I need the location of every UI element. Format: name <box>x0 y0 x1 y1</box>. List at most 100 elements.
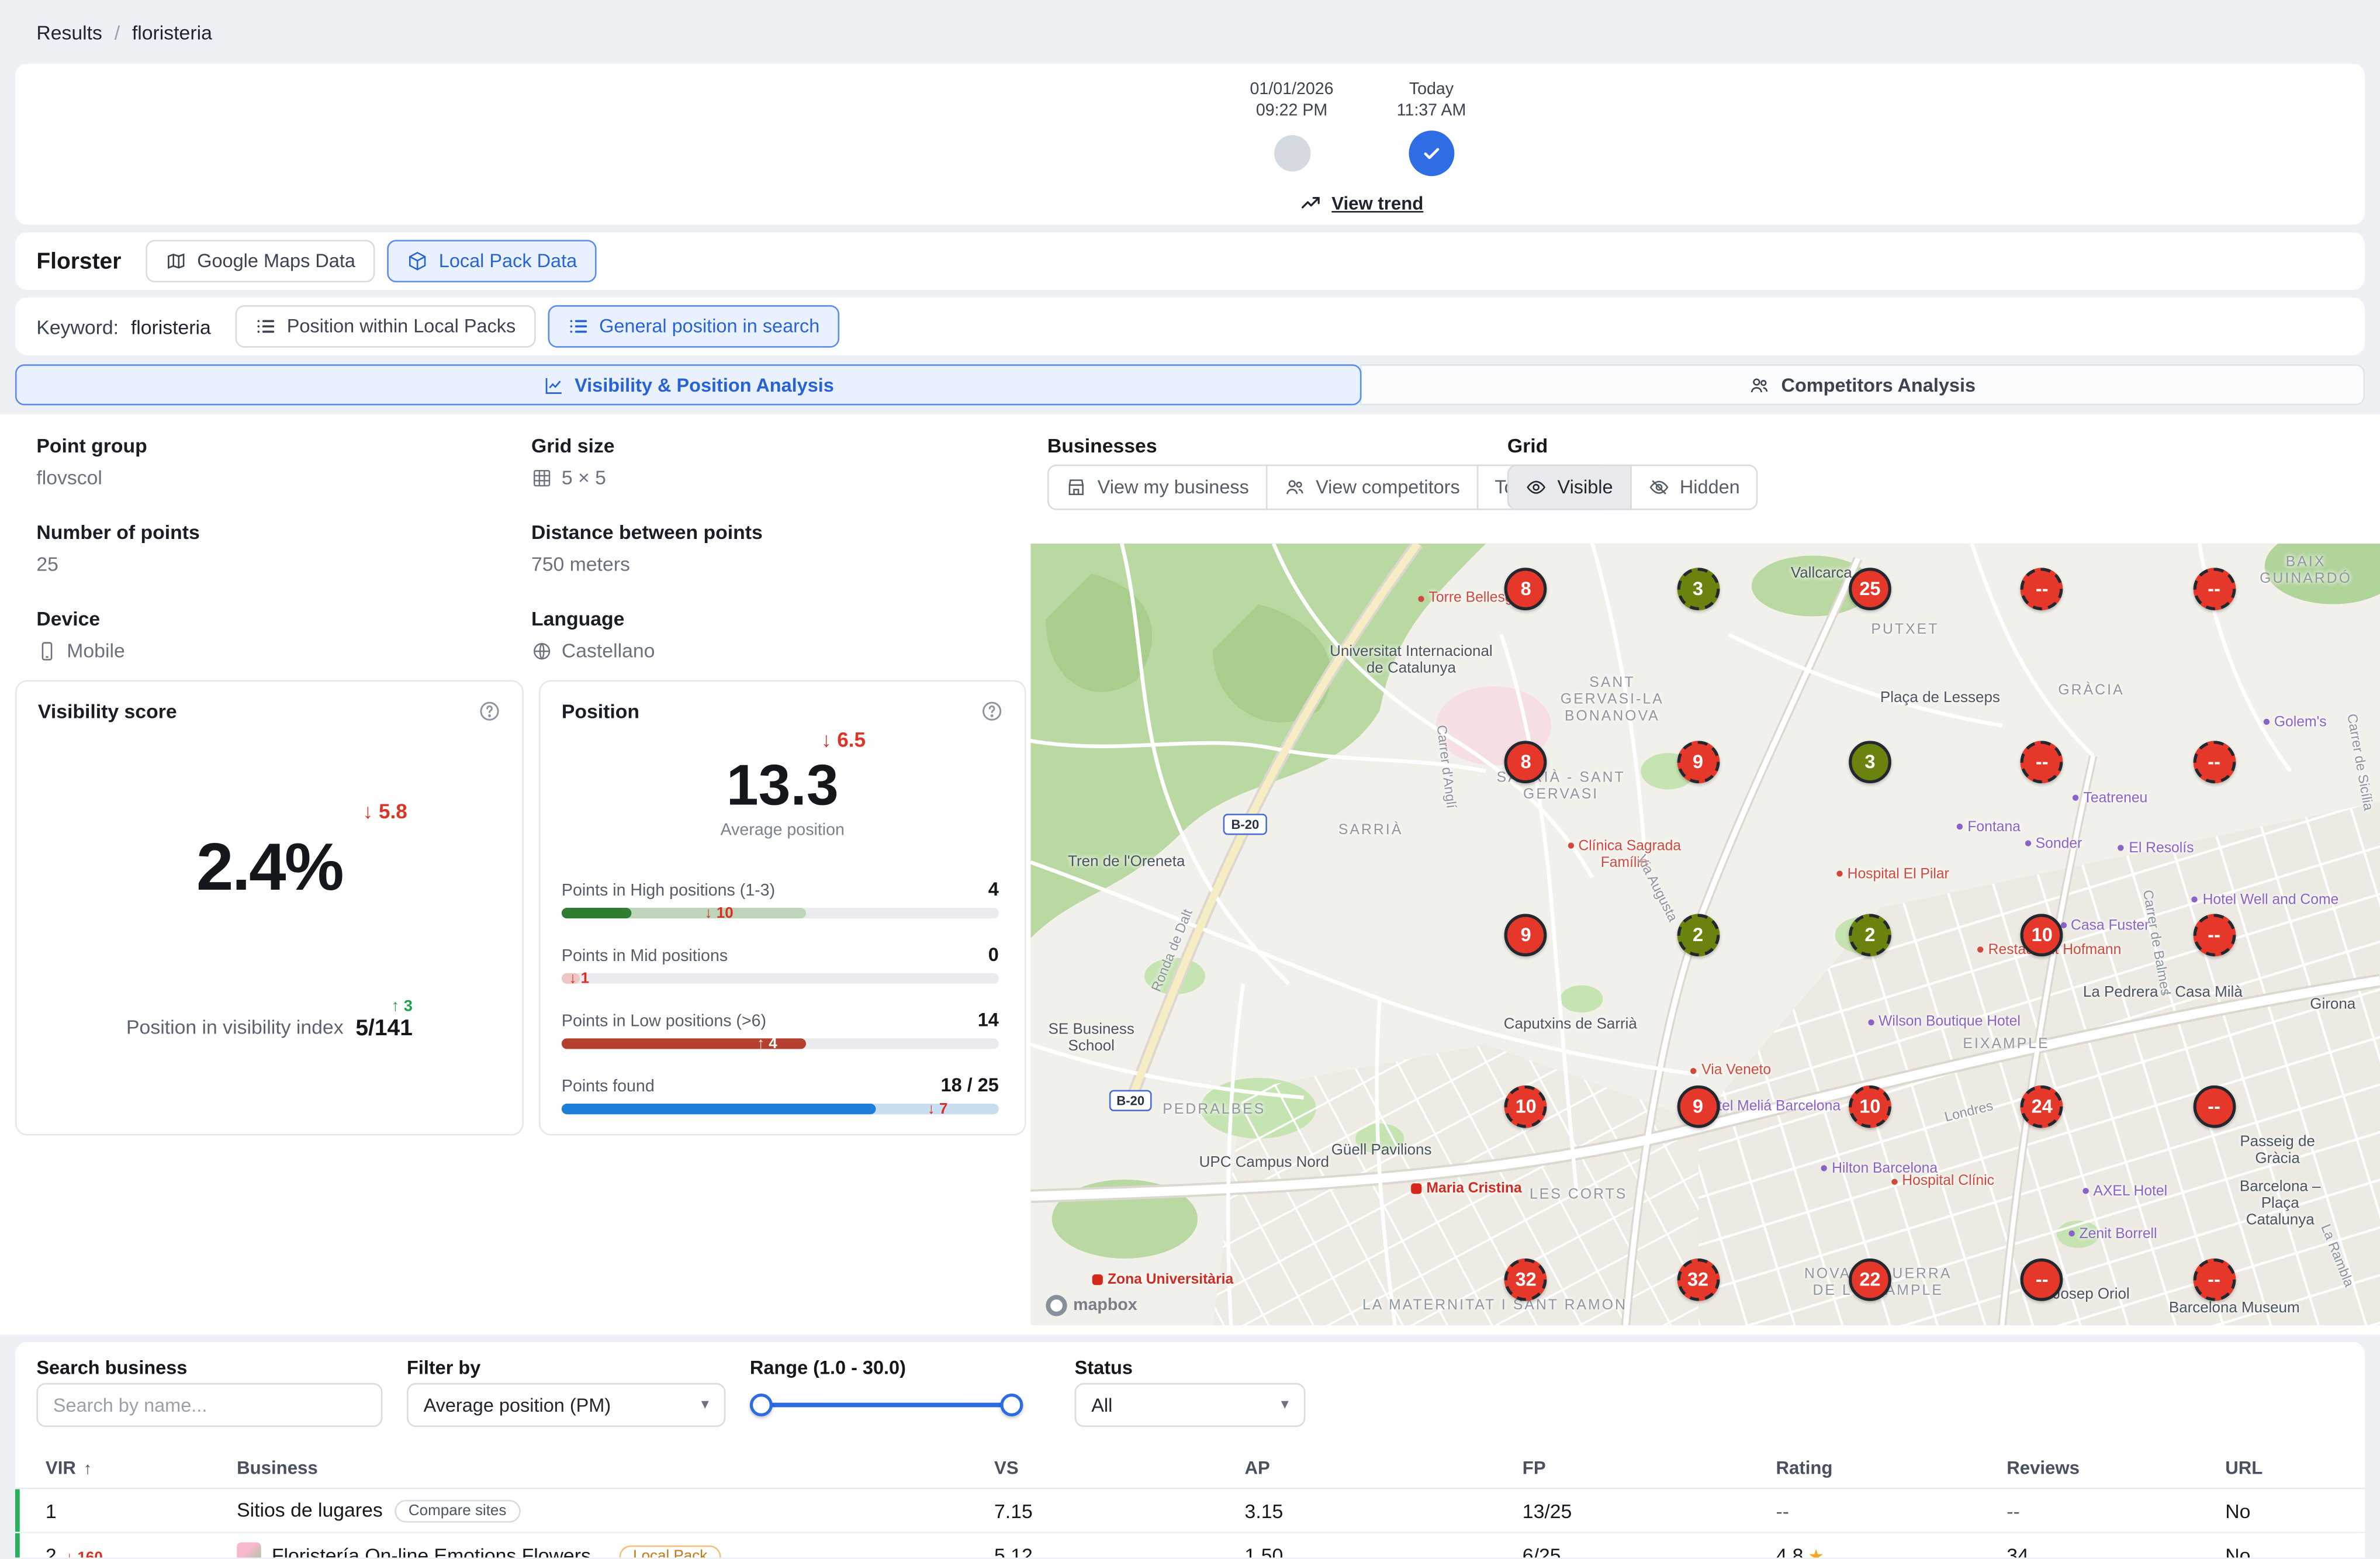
trend-up-icon <box>1301 196 1320 209</box>
breadcrumb-results[interactable]: Results <box>36 20 102 44</box>
analysis-tabs: Visibility & Position Analysis Competito… <box>15 364 2365 406</box>
cell-vir: 1 <box>45 1499 57 1522</box>
cell-rating: -- <box>1776 1499 1790 1522</box>
col-business[interactable]: Business <box>237 1457 318 1479</box>
map-marker[interactable]: -- <box>2021 1259 2064 1301</box>
tab-visibility-position-analysis[interactable]: Visibility & Position Analysis <box>15 364 1362 406</box>
sort-asc-icon[interactable]: ↑ <box>83 1460 92 1479</box>
cell-business[interactable]: Floristería On-line Emotions Flowers... L… <box>237 1541 994 1558</box>
average-position-label: Average position <box>720 821 845 840</box>
cell-vs: 7.15 <box>994 1499 1033 1522</box>
timeline-dot-active[interactable] <box>1408 130 1454 177</box>
cell-fp: 6/25 <box>1522 1543 1561 1558</box>
grid-visible-button[interactable]: Visible <box>1507 464 1631 510</box>
bar-low-positions: Points in Low positions (>6) 14 ↑ 4 <box>561 1010 999 1052</box>
map-marker[interactable]: 3 <box>1676 567 1720 610</box>
local-pack-badge[interactable]: Local Pack <box>619 1544 721 1558</box>
map-marker[interactable]: 25 <box>1849 567 1891 610</box>
grid-hidden-button[interactable]: Hidden <box>1630 464 1758 510</box>
map-marker[interactable]: 9 <box>1676 740 1720 783</box>
map-marker[interactable]: 2 <box>1676 913 1720 956</box>
position-within-local-packs-button[interactable]: Position within Local Packs <box>235 305 536 348</box>
search-business-label: Search business <box>36 1357 188 1379</box>
position-bars: Points in High positions (1-3) 4 ↓ 10 Poi… <box>561 879 999 1118</box>
range-label: Range (1.0 - 30.0) <box>749 1357 906 1379</box>
map-marker[interactable]: -- <box>2192 1086 2236 1129</box>
keyword-value: floristeria <box>130 314 211 338</box>
view-competitors-button[interactable]: View competitors <box>1265 464 1478 510</box>
cell-url: No <box>2225 1543 2251 1558</box>
col-reviews[interactable]: Reviews <box>2007 1457 2080 1479</box>
range-handle-min[interactable] <box>749 1394 773 1417</box>
check-icon <box>1424 148 1439 160</box>
bar-points-found: Points found 18 / 25 ↓ 7 <box>561 1074 999 1118</box>
range-handle-max[interactable] <box>1000 1394 1023 1417</box>
position-title: Position <box>561 700 640 723</box>
map-marker[interactable]: 8 <box>1504 740 1547 783</box>
compare-sites-badge[interactable]: Compare sites <box>395 1499 520 1523</box>
col-url[interactable]: URL <box>2225 1457 2263 1479</box>
business-name: Florster <box>36 248 122 274</box>
map[interactable]: Vallcarca Torre Bellesguard PUTXET BAIX GUI… <box>1030 543 2380 1326</box>
map-marker[interactable]: 22 <box>1849 1259 1891 1301</box>
grid-button-group: Visible Hidden <box>1507 464 1758 510</box>
map-marker[interactable]: 3 <box>1849 740 1891 783</box>
map-marker[interactable]: -- <box>2192 567 2236 610</box>
cell-business[interactable]: Sitios de lugares Compare sites <box>237 1498 994 1523</box>
map-marker[interactable]: 10 <box>1504 1086 1547 1129</box>
local-pack-data-button[interactable]: Local Pack Data <box>387 240 597 283</box>
status-select[interactable]: All ▾ <box>1074 1382 1306 1427</box>
help-icon[interactable] <box>478 700 501 723</box>
timeline-point-previous[interactable]: 01/01/2026 09:22 PM <box>1250 79 1334 172</box>
col-rating[interactable]: Rating <box>1776 1457 1833 1479</box>
map-marker[interactable]: 2 <box>1849 913 1891 956</box>
cell-vir: 2 ↓ 160 <box>46 1543 237 1558</box>
scan-info-distance: Distance between points 750 meters <box>531 520 763 576</box>
map-marker[interactable]: 32 <box>1504 1259 1547 1301</box>
map-marker[interactable]: -- <box>2192 740 2236 783</box>
visibility-score-card: Visibility score ↓ 5.8 2.4% Position in … <box>15 680 524 1136</box>
google-maps-data-button[interactable]: Google Maps Data <box>145 240 375 283</box>
breadcrumb-current: floristeria <box>132 20 212 44</box>
numbered-list-icon <box>257 320 275 333</box>
map-marker[interactable]: 32 <box>1676 1259 1720 1301</box>
map-marker[interactable]: -- <box>2192 1259 2236 1301</box>
map-marker[interactable]: -- <box>2192 913 2236 956</box>
map-marker[interactable]: -- <box>2021 567 2064 610</box>
timeline-dot-inactive[interactable] <box>1273 135 1310 172</box>
view-trend-link[interactable]: View trend <box>1300 191 1424 214</box>
scan-info-number-of-points: Number of points 25 <box>36 520 200 576</box>
timeline-point-date: 01/01/2026 09:22 PM <box>1250 80 1334 120</box>
timeline-card: 01/01/2026 09:22 PM Today 11:37 AM View … <box>15 64 2365 225</box>
view-my-business-button[interactable]: View my business <box>1047 464 1268 510</box>
table-row[interactable]: 1 Sitios de lugares Compare sites 7.15 3.… <box>15 1489 2365 1533</box>
map-marker[interactable]: -- <box>2021 740 2064 783</box>
map-marker[interactable]: 10 <box>2021 913 2064 956</box>
col-vs[interactable]: VS <box>994 1457 1019 1479</box>
businesses-title: Businesses <box>1047 434 1157 457</box>
range-slider-track[interactable] <box>760 1402 1013 1408</box>
col-vir[interactable]: VIR ↑ <box>45 1457 92 1479</box>
results-table: VIR ↑ Business VS AP FP Rating Reviews UR… <box>15 1449 2365 1558</box>
table-header-row: VIR ↑ Business VS AP FP Rating Reviews UR… <box>15 1449 2365 1489</box>
search-business-input[interactable] <box>36 1382 383 1427</box>
map-marker[interactable]: 8 <box>1504 567 1547 610</box>
view-trend-label: View trend <box>1331 192 1424 213</box>
map-marker[interactable]: 24 <box>2021 1086 2064 1129</box>
grid-icon <box>534 469 551 486</box>
range-slider[interactable] <box>749 1383 1023 1427</box>
col-ap[interactable]: AP <box>1244 1457 1270 1479</box>
general-position-in-search-button[interactable]: General position in search <box>547 305 840 348</box>
col-fp[interactable]: FP <box>1522 1457 1546 1479</box>
map-marker[interactable]: 9 <box>1504 913 1547 956</box>
tab-competitors-analysis[interactable]: Competitors Analysis <box>1359 364 2365 406</box>
filter-by-select[interactable]: Average position (PM) ▾ <box>406 1382 726 1427</box>
map-marker[interactable]: 10 <box>1849 1086 1891 1129</box>
timeline-point-current[interactable]: Today 11:37 AM <box>1397 79 1466 177</box>
phone-icon <box>41 641 53 660</box>
table-row[interactable]: 2 ↓ 160 Floristería On-line Emotions Flow… <box>15 1533 2365 1558</box>
bar-high-positions: Points in High positions (1-3) 4 ↓ 10 <box>561 879 999 922</box>
map-marker[interactable]: 9 <box>1676 1086 1720 1129</box>
breadcrumb: Results / floristeria <box>0 0 2380 64</box>
help-icon[interactable] <box>981 700 1004 723</box>
